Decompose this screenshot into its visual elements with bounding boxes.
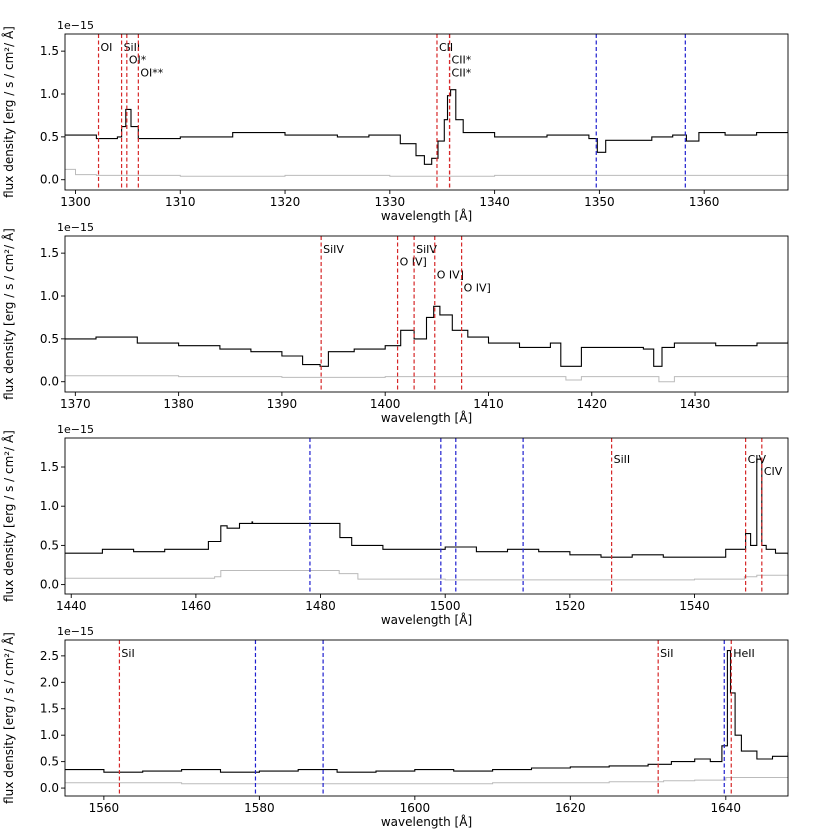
panel-2-xtick-label-6: 1420 [576,397,607,411]
panel-3-xtick-label-2: 1460 [181,599,212,613]
panel-2-xtick-label-1: 1370 [60,397,91,411]
panel-2-xtick-label-5: 1410 [473,397,504,411]
panel-3-marker-label-5: SiII [614,453,631,466]
panel-2-xlabel: wavelength [Å] [381,410,472,425]
panel-3-xtick-label-4: 1500 [430,599,461,613]
panel-1-ytick-label-3: 1.0 [40,87,59,101]
panel-2-ytick-label-2: 0.5 [40,332,59,346]
panel-4-xlabel: wavelength [Å] [381,814,472,829]
panel-2-ylabel: flux density [erg / s / cm²/ Å] [1,228,16,400]
panel-1-marker-label-6: CII* [452,54,472,67]
panel-3-ytick-label-1: 0.0 [40,578,59,592]
panel-1-xtick-label-7: 1360 [689,195,720,209]
panel-4: SiI SiI HeII 1560 1580 1600 1620 1640 0.0 0.5 1.0 1… [1,625,789,829]
panel-4-marker-label-1: SiI [121,647,134,660]
panel-4-series-error [65,777,788,785]
panel-1-ytick-label-1: 0.0 [40,173,59,187]
panel-4-marker-label-6: HeII [733,647,755,660]
panel-4-xtick-label-3: 1600 [400,801,431,815]
panel-1-marker-label-5: CII [439,41,453,54]
panel-3-xtick-label-1: 1440 [56,599,87,613]
panel-2-offset-text: 1e−15 [57,221,94,234]
panel-1-marker-label-2: SiII [124,41,141,54]
panel-2-marker-label-2: O IV] [400,256,427,269]
panel-1-ytick-label-2: 0.5 [40,130,59,144]
panel-1-marker-label-1: OI [101,41,113,54]
panel-1-series-flux [65,89,788,165]
panel-3-offset-text: 1e−15 [57,423,94,436]
panel-3-ylabel: flux density [erg / s / cm²/ Å] [1,430,16,602]
panel-4-xtick-label-4: 1620 [555,801,586,815]
panel-1-ylabel: flux density [erg / s / cm²/ Å] [1,26,16,198]
panel-1-xtick-label-3: 1320 [270,195,301,209]
panel-1-marker-label-7: CII* [452,67,472,80]
panel-3-xtick-label-5: 1520 [555,599,586,613]
panel-1-xtick-label-4: 1330 [375,195,406,209]
panel-2-marker-label-3: SiIV [416,243,437,256]
panel-3-ytick-label-4: 1.5 [40,460,59,474]
panel-2-series-flux [65,305,788,367]
panel-3-ytick-label-2: 0.5 [40,538,59,552]
panel-4-ytick-label-3: 1.0 [40,728,59,742]
panel-4-ytick-label-1: 0.0 [40,781,59,795]
panel-3-xtick-label-6: 1540 [679,599,710,613]
panel-3-series-error [65,570,788,581]
panel-1-frame [64,33,789,191]
panel-2-marker-label-5: O IV] [464,281,491,294]
panel-2-ytick-label-4: 1.5 [40,246,59,260]
panel-4-frame [64,639,789,797]
panel-4-ytick-label-6: 2.5 [40,649,59,663]
panel-3-frame [64,437,789,595]
panel-1-xtick-label-6: 1350 [584,195,615,209]
panel-3-xtick-label-3: 1480 [305,599,336,613]
panel-1-marker-label-4: OI** [140,67,163,80]
panel-4-marker-label-4: SiI [660,647,673,660]
panel-1-xtick-label-1: 1300 [60,195,91,209]
panel-2-ytick-label-1: 0.0 [40,375,59,389]
panel-4-xtick-label-1: 1560 [89,801,120,815]
panel-1-xtick-label-2: 1310 [165,195,196,209]
panel-2-xtick-label-4: 1400 [370,397,401,411]
panel-3-series-flux [65,458,788,558]
panel-2-ytick-label-3: 1.0 [40,289,59,303]
panel-4-ytick-label-5: 2.0 [40,675,59,689]
panel-4-xtick-label-2: 1580 [244,801,275,815]
panel-2-marker-label-4: O IV] [437,269,464,282]
panel-2-xtick-label-7: 1430 [680,397,711,411]
panel-1-offset-text: 1e−15 [57,19,94,32]
panel-4-ytick-label-2: 0.5 [40,755,59,769]
panel-4-xtick-label-5: 1640 [711,801,742,815]
panel-2-series-error [65,375,788,383]
panel-4-ylabel: flux density [erg / s / cm²/ Å] [1,632,16,804]
panel-3-marker-label-6: CIV [748,453,767,466]
panel-4-ytick-label-4: 1.5 [40,702,59,716]
panel-3-marker-label-7: CIV [764,465,783,478]
panel-2-marker-label-1: SiIV [323,243,344,256]
panel-2-frame [64,235,789,393]
panel-2-xtick-label-3: 1390 [267,397,298,411]
panel-1-xlabel: wavelength [Å] [381,208,472,223]
panel-4-offset-text: 1e−15 [57,625,94,638]
panel-1-series-error [65,168,788,177]
panel-1-ytick-label-4: 1.5 [40,44,59,58]
panel-4-series-flux [65,650,788,773]
panel-1-xtick-label-5: 1340 [479,195,510,209]
panel-2-xtick-label-2: 1380 [163,397,194,411]
panel-3-ytick-label-3: 1.0 [40,499,59,513]
panel-3-xlabel: wavelength [Å] [381,612,472,627]
